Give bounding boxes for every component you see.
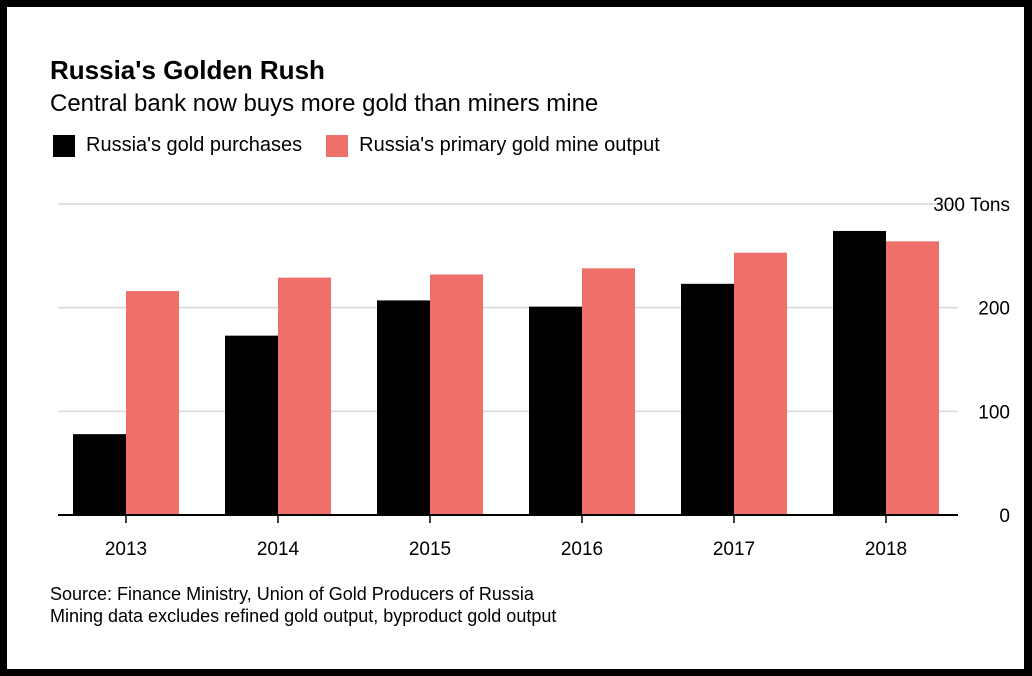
x-tick-label-2018: 2018 [865, 539, 907, 560]
source-line-2: Mining data excludes refined gold output… [50, 606, 557, 626]
y-tick-label-0: 0 [999, 506, 1010, 527]
source-note: Source: Finance Ministry, Union of Gold … [50, 583, 556, 627]
x-tick-label-2017: 2017 [713, 539, 755, 560]
y-tick-label-300: 300 Tons [933, 195, 1010, 216]
x-tick-label-2015: 2015 [409, 539, 451, 560]
bar-mine-output-2018 [886, 241, 939, 515]
bar-mine-output-2017 [734, 252, 787, 515]
bar-purchases-2014 [225, 335, 278, 515]
x-tick-label-2014: 2014 [257, 539, 300, 560]
legend-item-purchases: Russia's gold purchases [53, 134, 302, 157]
legend-swatch-mine-output [326, 134, 349, 157]
x-tick-label-2013: 2013 [105, 539, 147, 560]
legend-item-mine-output: Russia's primary gold mine output [326, 134, 660, 157]
y-tick-label-100: 100 [978, 402, 1010, 423]
y-tick-label-200: 200 [978, 299, 1010, 320]
bar-mine-output-2014 [278, 277, 331, 515]
bar-purchases-2016 [529, 306, 582, 515]
bar-mine-output-2013 [126, 291, 179, 515]
bar-purchases-2013 [73, 434, 126, 515]
bar-purchases-2015 [377, 300, 430, 515]
bar-purchases-2017 [681, 283, 734, 515]
source-line-1: Source: Finance Ministry, Union of Gold … [50, 584, 534, 604]
x-tick-label-2016: 2016 [561, 539, 603, 560]
legend-swatch-purchases [53, 134, 75, 157]
bar-mine-output-2016 [582, 268, 635, 515]
legend: Russia's gold purchases Russia's primary… [53, 134, 684, 157]
chart-subtitle: Central bank now buys more gold than min… [50, 90, 599, 117]
bar-mine-output-2015 [430, 274, 483, 515]
bar-purchases-2018 [833, 230, 886, 515]
legend-label-purchases: Russia's gold purchases [86, 134, 303, 156]
chart-title: Russia's Golden Rush [50, 55, 325, 85]
legend-label-mine-output: Russia's primary gold mine output [359, 134, 660, 156]
